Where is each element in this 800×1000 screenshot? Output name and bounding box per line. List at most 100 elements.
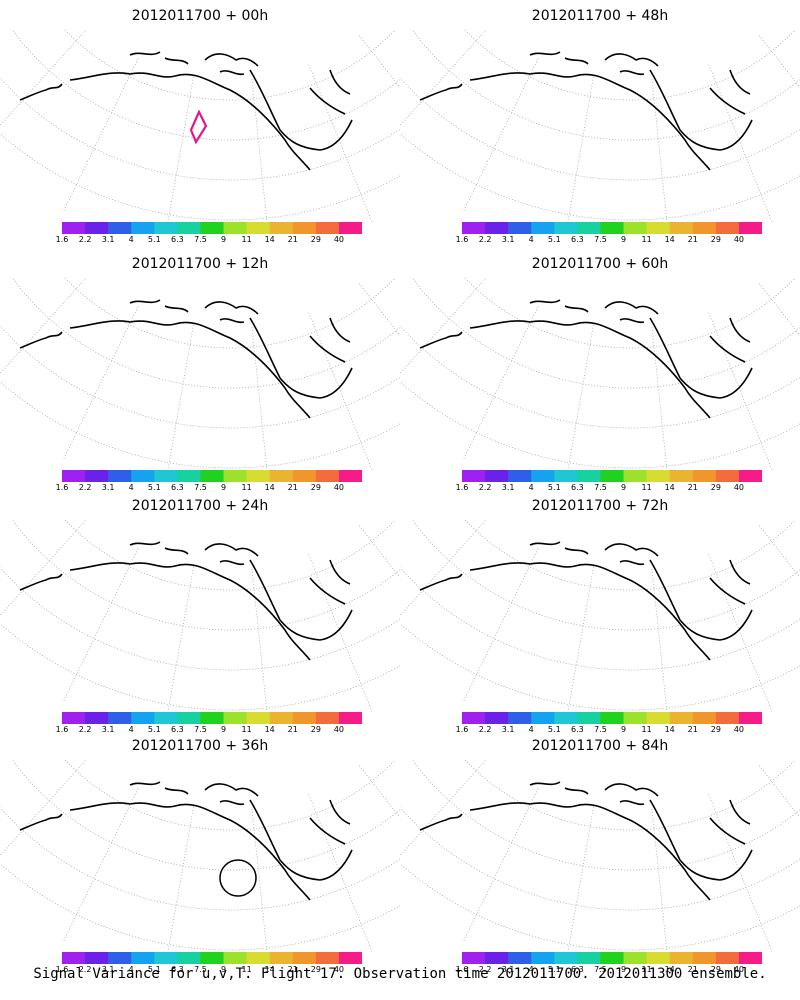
colorbar-swatch [269,470,294,482]
colorbar-swatch [531,952,555,964]
coastline [419,51,753,171]
colorbar-label: 11 [241,725,252,734]
colorbar-swatch [646,222,671,234]
colorbar-swatch [623,952,648,964]
colorbar-label: 2.2 [478,725,492,734]
colorbar-swatch [623,222,648,234]
colorbar-label: 40 [333,965,345,974]
colorbar-label: 3.1 [101,483,115,492]
colorbar-swatch [246,952,271,964]
colorbar-swatch [600,952,625,964]
colorbar-swatch [292,470,317,482]
graticule [400,278,800,478]
colorbar-label: 14 [264,235,275,244]
colorbar-label: 2.2 [78,483,92,492]
colorbar-label: 3.1 [501,965,515,974]
forecast-map [0,520,400,720]
colorbar-label: 6.3 [571,965,584,974]
colorbar-label: 21 [287,235,298,244]
colorbar-swatch [338,712,362,724]
variance-field [400,278,800,297]
colorbar-swatch [462,470,486,482]
variance-field [105,53,270,170]
colorbar-swatch [646,952,671,964]
colorbar [462,952,762,964]
colorbar-label: 1.6 [455,235,469,244]
colorbar-labels: 1.6 2.2 3.1 4 5.1 6.3 7.5 9 11 14 21 29 40 [456,725,772,737]
colorbar-swatch [177,470,201,482]
colorbar-label: 7.5 [194,965,207,974]
colorbar-swatch [485,470,509,482]
colorbar-label: 2.2 [478,483,492,492]
colorbar-swatch [292,952,317,964]
colorbar-swatch [554,952,578,964]
colorbar-label: 14 [664,725,675,734]
colorbar-labels: 1.6 2.2 3.1 4 5.1 6.3 7.5 9 11 14 21 29 40 [56,483,372,495]
colorbar-swatch [485,952,509,964]
coastline [19,299,353,419]
variance-field [400,30,800,49]
colorbar-swatch [508,952,532,964]
colorbar-label: 29 [310,235,321,244]
colorbar-swatch [269,712,294,724]
colorbar-swatch [508,470,532,482]
colorbar-swatch [600,470,625,482]
colorbar-swatch [62,222,86,234]
colorbar-labels: 1.6 2.2 3.1 4 5.1 6.3 7.5 9 11 14 21 29 40 [56,725,372,737]
colorbar [462,222,762,234]
graticule [0,520,400,720]
colorbar-swatch [669,952,694,964]
colorbar-swatch [315,470,340,482]
colorbar-label: 3.1 [101,725,115,734]
colorbar-swatch [508,712,532,724]
colorbar-swatch [646,470,671,482]
colorbar-swatch [85,712,109,724]
panel-title: 2012011700 + 00h [131,8,269,24]
variance-field [400,760,800,779]
colorbar-labels: 1.6 2.2 3.1 4 5.1 6.3 7.5 9 11 14 21 29 40 [56,235,372,247]
graticule [400,30,800,230]
colorbar-swatch [62,470,86,482]
colorbar-label: 14 [264,483,275,492]
colorbar-label: 14 [264,965,275,974]
coastline [419,299,753,419]
colorbar-swatch [623,712,648,724]
colorbar-label: 6.3 [571,483,584,492]
colorbar-swatch [223,952,248,964]
colorbar-swatch [338,952,362,964]
colorbar-swatch [715,470,740,482]
colorbar-label: 2.2 [78,235,92,244]
colorbar-label: 21 [287,725,298,734]
colorbar-labels: 1.6 2.2 3.1 4 5.1 6.3 7.5 9 11 14 21 29 40 [456,965,772,977]
colorbar-label: 2.2 [478,235,492,244]
graticule [0,760,400,960]
colorbar-label: 6.3 [171,725,184,734]
coastline [419,781,753,901]
colorbar-swatch [669,222,694,234]
colorbar-swatch [292,712,317,724]
colorbar-label: 7.5 [194,235,207,244]
forecast-map [400,278,800,478]
colorbar-label: 9 [620,965,627,974]
colorbar-swatch [315,712,340,724]
colorbar-swatch [715,222,740,234]
colorbar-label: 29 [710,965,721,974]
colorbar-label: 7.5 [194,483,207,492]
colorbar-swatch [269,952,294,964]
colorbar-label: 5.1 [147,965,161,974]
colorbar-swatch [200,222,225,234]
forecast-map [400,520,800,720]
colorbar-label: 21 [287,483,298,492]
colorbar-swatch [485,712,509,724]
colorbar-labels: 1.6 2.2 3.1 4 5.1 6.3 7.5 9 11 14 21 29 40 [456,483,772,495]
colorbar-label: 40 [733,965,745,974]
colorbar-swatch [485,222,509,234]
colorbar-label: 29 [710,483,721,492]
colorbar-label: 29 [710,725,721,734]
colorbar-label: 40 [733,483,745,492]
colorbar-swatch [715,712,740,724]
colorbar-swatch [338,470,362,482]
colorbar-label: 11 [641,483,652,492]
colorbar-labels: 1.6 2.2 3.1 4 5.1 6.3 7.5 9 11 14 21 29 40 [456,235,772,247]
colorbar-label: 11 [641,965,652,974]
